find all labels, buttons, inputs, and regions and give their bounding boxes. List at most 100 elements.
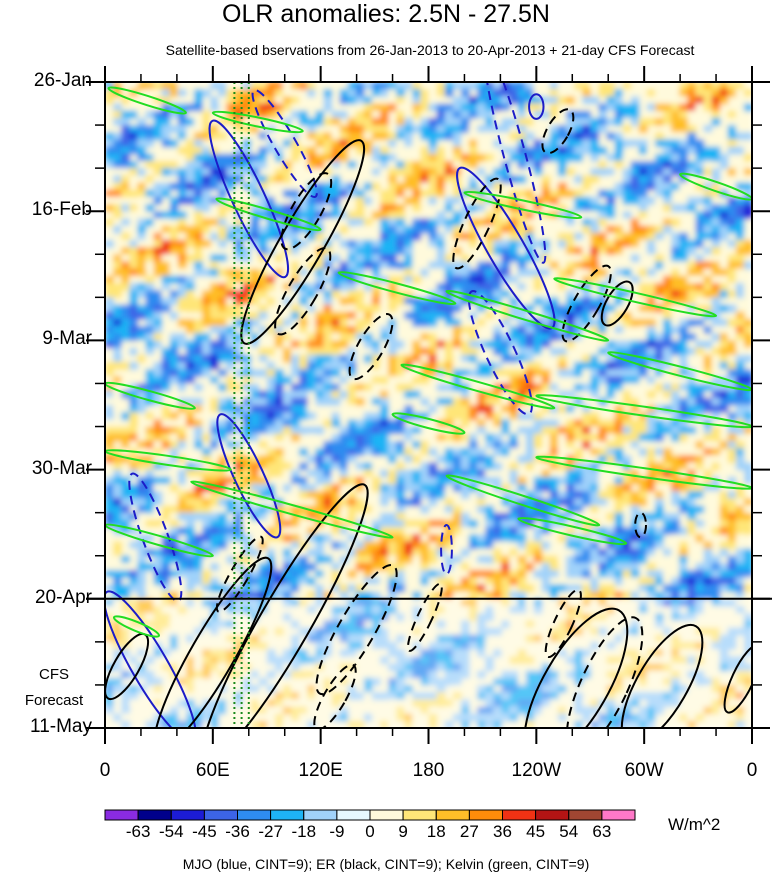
colorbar-swatch (535, 809, 570, 821)
forecast-label-line1: CFS (39, 666, 69, 683)
x-tick-label: 180 (412, 760, 445, 781)
kelvin-contour (679, 172, 752, 201)
plot-frame (86, 66, 772, 744)
er-contour (200, 483, 369, 728)
colorbar-label: 9 (398, 822, 408, 841)
colorbar-label: 27 (459, 822, 479, 841)
chart-title: OLR anomalies: 2.5N - 27.5N (222, 0, 550, 28)
kelvin-contour (105, 381, 196, 410)
kelvin-contour (463, 190, 583, 220)
kelvin-contour (517, 516, 628, 546)
colorbar-swatch (270, 809, 305, 821)
colorbar-swatch (303, 809, 338, 821)
colorbar-label: 54 (559, 822, 579, 841)
colorbar-swatch (137, 809, 172, 821)
er-contour (600, 280, 634, 327)
colorbar-swatch (402, 809, 437, 821)
kelvin-contour (445, 289, 610, 342)
x-tick-label: 60W (624, 760, 664, 781)
colorbar-label: 45 (526, 822, 546, 841)
y-tick-label: 30-Mar (31, 457, 92, 479)
kelvin-contour (211, 110, 304, 134)
kelvin-contour (190, 480, 394, 539)
er-contour (315, 564, 398, 696)
colorbar-label: 36 (493, 822, 512, 841)
colorbar-swatch (336, 809, 371, 821)
mjo-contour (105, 590, 197, 728)
colorbar-swatch (568, 809, 603, 821)
kelvin-contour (445, 474, 601, 527)
colorbar-label: -36 (225, 822, 250, 841)
y-tick-label: 20-Apr (34, 586, 92, 608)
colorbar-swatch (601, 809, 636, 821)
kelvin-contour (105, 449, 232, 472)
y-tick-label: 16-Feb (31, 199, 92, 221)
kelvin-contour (215, 197, 322, 232)
er-contour (153, 556, 273, 728)
er-contour (565, 616, 644, 728)
er-contour (544, 588, 582, 659)
x-tick-label: 120W (511, 760, 562, 781)
olr-anomaly-field (105, 82, 752, 728)
mjo-contour (208, 119, 290, 279)
colorbar-label: 0 (365, 822, 375, 841)
er-contour (523, 607, 629, 728)
kelvin-contour (105, 523, 214, 558)
er-contour (280, 172, 333, 251)
colorbar-label: -45 (192, 822, 217, 841)
y-tick-label: 9-Mar (42, 328, 92, 350)
er-contour (215, 535, 264, 613)
wave-contours (105, 82, 752, 728)
er-contour (348, 313, 394, 381)
kelvin-contour (107, 86, 187, 115)
colorbar-label: 63 (592, 822, 612, 841)
colorbar-label: -54 (158, 822, 184, 841)
colorbar-swatch (237, 809, 272, 821)
kelvin-contour (535, 394, 752, 429)
x-tick-label: 0 (99, 760, 111, 781)
kelvin-contour (535, 455, 752, 490)
colorbar-swatch (203, 809, 238, 821)
x-tick-label: 60E (195, 760, 230, 781)
er-contour (634, 511, 647, 539)
y-tick-label: 11-May (30, 716, 92, 737)
mjo-contour (528, 93, 545, 120)
er-contour (723, 644, 752, 714)
colorbar-swatch (170, 809, 205, 821)
x-tick-label: 0 (746, 760, 758, 781)
er-contour (561, 264, 612, 343)
er-contour (541, 108, 575, 155)
colorbar-label: -27 (258, 822, 283, 841)
kelvin-contour (400, 363, 556, 410)
mjo-contour (440, 524, 453, 576)
mjo-contour (483, 82, 547, 264)
forecast-label-line2: Forecast (24, 692, 84, 709)
kelvin-contour (337, 271, 457, 306)
chart-subtitle: Satellite-based bservations from 26-Jan-… (165, 42, 695, 58)
er-contour (406, 582, 443, 652)
er-contour (620, 623, 704, 728)
colorbar (104, 809, 636, 821)
colorbar-label: 18 (426, 822, 446, 841)
colorbar-swatch (502, 809, 537, 821)
colorbar-swatch (468, 809, 503, 821)
mjo-contour (467, 290, 533, 416)
colorbar-label: -63 (125, 822, 151, 841)
colorbar-units: W/m^2 (668, 815, 721, 834)
er-contour (452, 177, 502, 270)
mjo-contour (251, 88, 318, 199)
x-tick-label: 120E (298, 760, 343, 781)
kelvin-contour (112, 615, 161, 638)
er-contour (240, 139, 366, 345)
colorbar-swatch (369, 809, 404, 821)
kelvin-contour (391, 412, 466, 435)
mjo-contour (216, 413, 282, 539)
colorbar-swatch (104, 809, 139, 821)
contour-legend: MJO (blue, CINT=9); ER (black, CINT=9); … (182, 856, 590, 872)
colorbar-label: -18 (291, 822, 317, 841)
kelvin-contour (553, 277, 718, 318)
colorbar-label: -9 (329, 822, 345, 841)
y-tick-label: 26-Jan (33, 70, 92, 91)
colorbar-swatch (435, 809, 470, 821)
